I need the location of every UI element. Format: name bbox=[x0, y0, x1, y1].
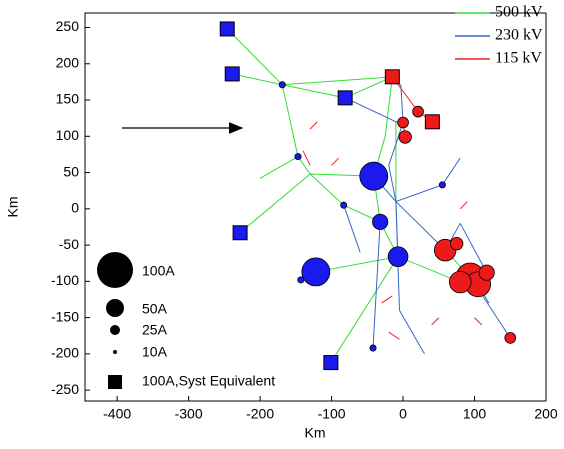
size-legend-symbol bbox=[97, 252, 133, 288]
system-equivalent bbox=[384, 69, 400, 85]
bus bbox=[397, 116, 409, 129]
y-tick-label: -250 bbox=[51, 381, 79, 397]
line-segment bbox=[384, 76, 393, 137]
y-tick-label: -150 bbox=[51, 308, 79, 324]
line-segment bbox=[343, 205, 361, 253]
line-segment bbox=[431, 317, 440, 326]
y-tick-label: -50 bbox=[59, 236, 79, 252]
system-equivalent bbox=[219, 21, 235, 37]
y-tick-label: 250 bbox=[56, 18, 80, 34]
bus bbox=[438, 181, 446, 189]
system-equivalent bbox=[224, 66, 240, 82]
system-equivalent bbox=[323, 355, 339, 371]
x-tick-label: 0 bbox=[399, 406, 407, 422]
line-segment bbox=[282, 84, 346, 99]
bus bbox=[294, 153, 302, 161]
line-segment bbox=[239, 173, 311, 234]
line-segment bbox=[400, 85, 404, 123]
legend-label: 115 kV bbox=[495, 50, 542, 67]
size-legend-label: 100A bbox=[142, 263, 175, 279]
bus bbox=[297, 276, 305, 284]
legend-label: 230 kV bbox=[495, 27, 543, 44]
size-legend-label: 50A bbox=[142, 301, 168, 317]
line-segment bbox=[309, 121, 318, 130]
y-tick-label: 100 bbox=[56, 127, 80, 143]
line-segment bbox=[372, 221, 381, 349]
size-legend-symbol bbox=[110, 325, 120, 335]
x-tick-label: -400 bbox=[103, 406, 131, 422]
x-tick-label: -200 bbox=[246, 406, 274, 422]
y-tick-label: 0 bbox=[71, 200, 79, 216]
line-segment bbox=[302, 150, 311, 166]
bus bbox=[340, 201, 348, 209]
bus bbox=[398, 130, 412, 144]
y-tick-label: -200 bbox=[51, 345, 79, 361]
line-segment bbox=[226, 28, 283, 86]
x-axis-label: Km bbox=[305, 425, 326, 441]
line-segment bbox=[259, 156, 299, 179]
line-segment bbox=[388, 165, 397, 202]
size-legend-symbol bbox=[108, 375, 122, 389]
y-axis-label: Km bbox=[5, 197, 21, 218]
line-segment bbox=[388, 122, 404, 166]
size-legend-label: 100A,Syst Equivalent bbox=[142, 373, 275, 389]
plot-frame bbox=[84, 12, 547, 402]
legend-label: 500 kV bbox=[495, 4, 543, 21]
x-tick-label: -300 bbox=[175, 406, 203, 422]
y-tick-label: 150 bbox=[56, 91, 80, 107]
line-segment bbox=[399, 310, 425, 355]
line-segment bbox=[330, 256, 399, 363]
line-segment bbox=[297, 156, 311, 175]
y-tick-label: 200 bbox=[56, 54, 80, 70]
x-tick-label: 100 bbox=[463, 406, 487, 422]
bus bbox=[301, 257, 331, 287]
bus bbox=[359, 161, 389, 191]
line-segment bbox=[232, 73, 283, 86]
line-segment bbox=[441, 157, 461, 186]
line-segment bbox=[344, 76, 393, 99]
system-equivalent bbox=[232, 225, 248, 241]
line-segment bbox=[381, 295, 393, 304]
size-legend-label: 10A bbox=[142, 344, 168, 360]
size-legend-symbol bbox=[113, 350, 117, 354]
bus bbox=[387, 246, 409, 267]
line-segment bbox=[309, 173, 345, 206]
line-segment bbox=[459, 201, 468, 210]
size-legend-symbol bbox=[106, 299, 124, 317]
line-segment bbox=[344, 97, 397, 123]
x-tick-label: -100 bbox=[318, 406, 346, 422]
system-equivalent bbox=[337, 90, 353, 106]
y-tick-label: -100 bbox=[51, 272, 79, 288]
bus bbox=[369, 344, 377, 352]
line-segment bbox=[459, 223, 488, 273]
line-segment bbox=[395, 184, 443, 203]
bus bbox=[448, 270, 472, 294]
line-segment bbox=[281, 84, 299, 157]
line-segment bbox=[282, 76, 393, 86]
line-segment bbox=[474, 317, 483, 326]
line-segment bbox=[388, 331, 400, 340]
bus bbox=[504, 332, 517, 344]
bus bbox=[449, 236, 464, 251]
x-tick-label: 200 bbox=[534, 406, 558, 422]
y-tick-label: 50 bbox=[63, 163, 79, 179]
line-segment bbox=[331, 157, 340, 166]
system-equivalent bbox=[424, 114, 440, 130]
bus bbox=[412, 105, 424, 118]
bus bbox=[278, 81, 286, 89]
bus bbox=[372, 213, 389, 230]
line-segment bbox=[395, 201, 446, 251]
size-legend-label: 25A bbox=[142, 322, 168, 338]
bus bbox=[478, 264, 495, 281]
